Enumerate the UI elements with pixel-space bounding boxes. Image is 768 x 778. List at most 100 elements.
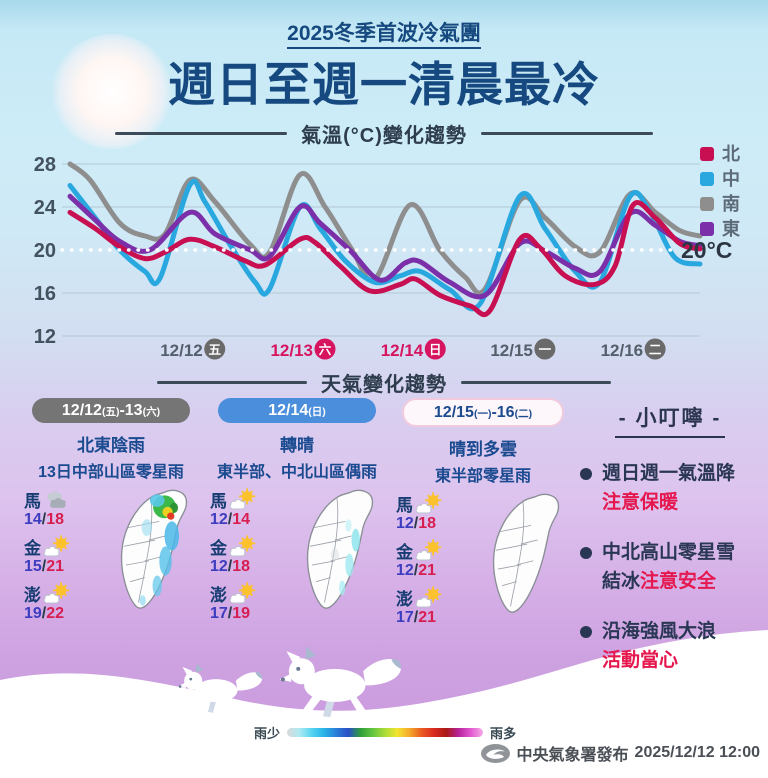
station-澎: 澎 19/22 bbox=[24, 580, 99, 623]
station-name-row: 澎 bbox=[24, 580, 99, 606]
forecast-column-2: 12/14(日) 轉晴 東半部、中北山區偶雨馬 12/14 金 12/18 澎 17/19 bbox=[204, 398, 390, 651]
station-name-row: 馬 bbox=[210, 486, 285, 512]
sun-glow-illustration bbox=[52, 34, 172, 149]
station-馬: 馬 14/18 bbox=[24, 486, 99, 529]
temp-high: 21 bbox=[46, 558, 65, 575]
taiwan-outline bbox=[307, 489, 374, 609]
date-pill-segment: 12/14 bbox=[268, 402, 309, 419]
station-金: 金 12/21 bbox=[396, 537, 471, 580]
date-pill-segment: (日) bbox=[308, 406, 326, 418]
station-金: 金 12/18 bbox=[210, 533, 285, 576]
station-temperature: 12/18 bbox=[210, 558, 285, 576]
date-pill-segment: -13 bbox=[119, 402, 143, 419]
temp-low: 12 bbox=[210, 511, 228, 528]
partly-sunny-icon bbox=[229, 581, 256, 603]
tip-text: 中北高山零星雪 結冰注意安全 bbox=[602, 539, 735, 596]
series-line-east bbox=[67, 193, 703, 300]
temp-slash: / bbox=[413, 515, 419, 532]
tip-text-segment: 活動當心 bbox=[602, 649, 679, 671]
temp-slash: / bbox=[41, 511, 47, 528]
taiwan-map-heavy-northeast bbox=[121, 489, 188, 609]
temp-high: 18 bbox=[46, 511, 65, 528]
temp-high: 18 bbox=[232, 558, 251, 575]
kicker-title-text: 2025冬季首波冷氣團 bbox=[287, 22, 481, 49]
temp-low: 12 bbox=[210, 558, 228, 575]
taiwan-outline bbox=[493, 493, 560, 613]
divider-rule-right bbox=[461, 381, 611, 384]
station-金: 金 15/21 bbox=[24, 533, 99, 576]
legend-swatch-north bbox=[700, 147, 714, 161]
station-temperature: 12/18 bbox=[396, 515, 471, 533]
station-name: 馬 bbox=[210, 491, 227, 511]
x-tick-date: 12/16 bbox=[601, 341, 644, 360]
rain-scale-high-label: 雨多 bbox=[490, 726, 517, 741]
station-temperature: 12/21 bbox=[396, 562, 471, 580]
temp-slash: / bbox=[227, 605, 233, 622]
forecast-column-3: 12/15(一)-16(二) 晴到多雲 東半部零星雨馬 12/18 金 12/21 澎 17/… bbox=[390, 398, 576, 651]
temp-slash: / bbox=[413, 609, 419, 626]
running-fox-illustration bbox=[279, 646, 402, 718]
x-tick-weekday: 二 bbox=[649, 343, 662, 357]
date-pill: 12/14(日) bbox=[218, 398, 376, 423]
snow-hill bbox=[0, 630, 768, 778]
station-馬: 馬 12/14 bbox=[210, 486, 285, 529]
footer: 中央氣象署發布 2025/12/12 12:00 bbox=[480, 741, 760, 765]
divider-rule-left bbox=[157, 381, 307, 384]
temp-slash: / bbox=[413, 562, 419, 579]
temp-high: 18 bbox=[418, 515, 437, 532]
station-temperature: 14/18 bbox=[24, 511, 99, 529]
y-tick-label: 12 bbox=[34, 326, 56, 348]
legend-label-central: 中 bbox=[722, 168, 740, 189]
tips-panel: - 小叮嚀 - 週日週一氣溫降 注意保暖 中北高山零星雪 結冰注意安全 沿海強風大浪 活動… bbox=[578, 402, 762, 675]
series-line-north bbox=[67, 200, 703, 318]
date-pill-segment: -16 bbox=[491, 404, 515, 421]
x-tick-date: 12/15 bbox=[490, 341, 533, 360]
tip-text-segment: 注意保暖 bbox=[602, 491, 679, 513]
station-澎: 澎 17/19 bbox=[210, 580, 285, 623]
date-pill-segment: (六) bbox=[142, 406, 161, 418]
station-name: 金 bbox=[396, 542, 413, 562]
island-stations: 馬 12/18 金 12/21 澎 17/21 bbox=[390, 490, 471, 651]
station-name-row: 澎 bbox=[210, 580, 285, 606]
station-name: 馬 bbox=[24, 491, 41, 511]
date-pill-segment: 12/15 bbox=[433, 404, 474, 421]
temp-high: 14 bbox=[232, 511, 251, 528]
station-temperature: 12/14 bbox=[210, 511, 285, 529]
page-title: 週日至週一清晨最冷 bbox=[168, 58, 600, 111]
station-馬: 馬 12/18 bbox=[396, 490, 471, 533]
station-name: 金 bbox=[210, 538, 227, 558]
legend-label-north: 北 bbox=[722, 144, 740, 164]
weather-section-divider: 天氣變化趨勢 bbox=[0, 368, 768, 397]
station-temperature: 15/21 bbox=[24, 558, 99, 576]
map-wrap bbox=[471, 490, 576, 651]
map-wrap bbox=[285, 486, 390, 647]
legend-label-south: 南 bbox=[722, 193, 740, 214]
taiwan-map-none bbox=[493, 493, 560, 613]
temp-low: 15 bbox=[24, 558, 42, 575]
temp-low: 19 bbox=[24, 605, 42, 622]
tip-text-segment: 結冰 bbox=[602, 570, 641, 592]
station-name: 澎 bbox=[210, 585, 227, 605]
tip-text-segment: 注意安全 bbox=[640, 570, 717, 592]
x-tick-weekday: 五 bbox=[208, 343, 221, 357]
station-temperature: 19/22 bbox=[24, 605, 99, 623]
tips-items: 週日週一氣溫降 注意保暖 中北高山零星雪 結冰注意安全 沿海強風大浪 活動當心 bbox=[578, 460, 762, 675]
station-name-row: 馬 bbox=[396, 490, 471, 516]
temp-low: 14 bbox=[24, 511, 42, 528]
temperature-trend-chart: 28 24 20 16 12 20°C 12/12 五 12/13 六 12/14 日 12/15 一 12… bbox=[34, 144, 740, 360]
chart-title: 氣溫(°C)變化趨勢 bbox=[301, 125, 467, 147]
y-tick-label: 24 bbox=[34, 197, 57, 219]
station-name-row: 澎 bbox=[396, 584, 471, 610]
station-temperature: 17/21 bbox=[396, 609, 471, 627]
legend-swatch-south bbox=[700, 197, 714, 211]
temp-low: 12 bbox=[396, 562, 414, 579]
cwa-logo-icon bbox=[480, 743, 510, 763]
forecast-columns: 12/12(五)-13(六) 北東陰雨 13日中部山區零星雨馬 14/18 金 15/21… bbox=[18, 398, 578, 651]
station-name-row: 金 bbox=[210, 533, 285, 559]
reference-line-label: 20°C bbox=[681, 237, 732, 263]
temp-slash: / bbox=[41, 558, 47, 575]
temp-high: 19 bbox=[232, 605, 251, 622]
x-tick-weekday-badge bbox=[204, 338, 226, 360]
divider-rule-right bbox=[480, 132, 653, 135]
island-stations: 馬 14/18 金 15/21 澎 19/22 bbox=[18, 486, 99, 647]
